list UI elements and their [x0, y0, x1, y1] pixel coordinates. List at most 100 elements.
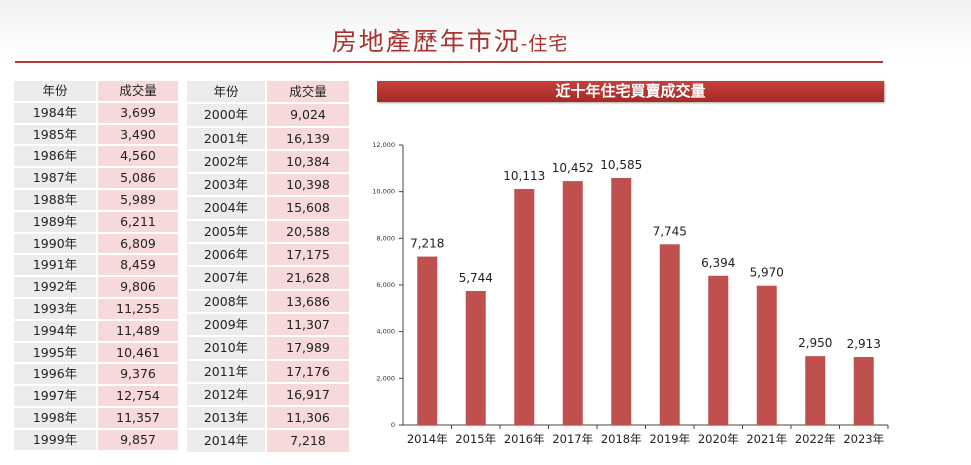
table-row: 1991年 8,459: [14, 255, 178, 276]
y-tick-label: 10,000: [372, 188, 395, 196]
table-row: 1993年 11,255: [14, 298, 178, 319]
y-tick-label: 6,000: [376, 281, 395, 289]
volume-cell: 20,588: [267, 220, 349, 243]
year-cell: 1985年: [14, 124, 96, 145]
volume-cell: 13,686: [267, 290, 349, 312]
volume-cell: 8,459: [98, 255, 178, 276]
header-volume: 成交量: [98, 81, 178, 101]
volume-cell: 9,024: [267, 104, 349, 126]
volume-cell: 3,490: [98, 124, 178, 145]
table-row: 1999年 9,857: [14, 429, 178, 450]
year-cell: 1994年: [14, 320, 96, 341]
year-cell: 2013年: [187, 407, 265, 429]
table-row: 1986年 4,560: [14, 146, 178, 167]
year-cell: 1986年: [14, 146, 96, 167]
bar: [708, 275, 729, 425]
x-tick-label: 2019年: [649, 432, 690, 446]
table-row: 1994年 11,489: [14, 320, 178, 341]
year-cell: 2008年: [187, 290, 265, 312]
bar: [514, 189, 535, 425]
volume-cell: 5,989: [98, 189, 178, 210]
volume-cell: 17,175: [267, 244, 349, 266]
year-cell: 1988年: [14, 189, 96, 210]
volume-cell: 11,307: [267, 313, 349, 336]
bar: [611, 178, 632, 425]
year-cell: 2011年: [187, 360, 265, 382]
year-cell: 1991年: [14, 255, 96, 276]
table-2000-2014: 年份 成交量 2000年 9,024 2001年 16,139 2002年 10,384 2…: [187, 79, 349, 454]
table-1984-1999: 年份 成交量 1984年 3,699 1985年 3,490 1986年 4,560 198…: [14, 79, 178, 452]
volume-cell: 7,218: [267, 430, 349, 452]
volume-cell: 12,754: [98, 386, 178, 406]
x-tick-label: 2015年: [455, 432, 496, 446]
year-cell: 2003年: [187, 174, 265, 196]
table-row: 1987年 5,086: [14, 168, 178, 188]
volume-cell: 6,211: [98, 211, 178, 232]
year-cell: 1993年: [14, 298, 96, 319]
x-tick-label: 2016年: [504, 432, 545, 446]
bar: [659, 244, 680, 425]
table-row: 2012年 16,917: [187, 383, 349, 406]
table-row: 2004年 15,608: [187, 197, 349, 219]
table-row: 2000年 9,024: [187, 104, 349, 126]
year-cell: 1997年: [14, 386, 96, 406]
table-header-row: 年份 成交量: [187, 81, 349, 103]
x-tick-label: 2018年: [601, 432, 642, 446]
volume-cell: 10,398: [267, 174, 349, 196]
table-row: 1990年 6,809: [14, 233, 178, 254]
volume-cell: 11,255: [98, 298, 178, 319]
x-tick-label: 2014年: [407, 432, 448, 446]
year-cell: 2009年: [187, 313, 265, 336]
year-cell: 1992年: [14, 277, 96, 297]
volume-cell: 5,086: [98, 168, 178, 188]
y-tick-label: 0: [391, 421, 395, 429]
table-row: 2013年 11,306: [187, 407, 349, 429]
year-cell: 1984年: [14, 102, 96, 123]
table-row: 2002年 10,384: [187, 150, 349, 173]
y-tick-label: 8,000: [376, 234, 395, 242]
table-row: 2014年 7,218: [187, 430, 349, 452]
bar: [417, 256, 438, 425]
volume-cell: 11,357: [98, 407, 178, 428]
header-year: 年份: [14, 81, 96, 101]
table-row: 1996年 9,376: [14, 364, 178, 385]
y-tick-label: 12,000: [372, 141, 395, 149]
year-cell: 2006年: [187, 244, 265, 266]
volume-cell: 16,917: [267, 383, 349, 406]
volume-cell: 17,176: [267, 360, 349, 382]
year-cell: 2002年: [187, 150, 265, 173]
table-row: 2006年 17,175: [187, 244, 349, 266]
page-title-main: 房地產歷年市況: [331, 27, 521, 56]
bar-value-label: 2,950: [798, 336, 832, 350]
bar-value-label: 2,913: [847, 337, 881, 351]
page-title: 房地產歷年市況-住宅: [0, 22, 900, 58]
table-row: 2007年 21,628: [187, 267, 349, 289]
table-row: 1992年 9,806: [14, 277, 178, 297]
year-cell: 2010年: [187, 337, 265, 359]
x-tick-label: 2021年: [746, 432, 787, 446]
year-cell: 2005年: [187, 220, 265, 243]
volume-cell: 9,806: [98, 277, 178, 297]
bar-value-label: 10,113: [503, 169, 545, 183]
table-row: 1985年 3,490: [14, 124, 178, 145]
table-row: 1998年 11,357: [14, 407, 178, 428]
volume-cell: 10,384: [267, 150, 349, 173]
bar-value-label: 7,218: [410, 237, 444, 251]
volume-cell: 17,989: [267, 337, 349, 359]
bar-value-label: 10,452: [552, 161, 594, 175]
year-cell: 1989年: [14, 211, 96, 232]
bar-value-label: 5,744: [459, 271, 493, 285]
volume-cell: 11,489: [98, 320, 178, 341]
x-tick-label: 2022年: [795, 432, 836, 446]
table-row: 2003年 10,398: [187, 174, 349, 196]
table-row: 2011年 17,176: [187, 360, 349, 382]
bar-value-label: 6,394: [701, 256, 735, 270]
table-row: 1988年 5,989: [14, 189, 178, 210]
x-tick-label: 2020年: [698, 432, 739, 446]
table-row: 2008年 13,686: [187, 290, 349, 312]
table-row: 2009年 11,307: [187, 313, 349, 336]
table-row: 2010年 17,989: [187, 337, 349, 359]
title-divider: [15, 61, 883, 63]
year-cell: 1995年: [14, 342, 96, 363]
